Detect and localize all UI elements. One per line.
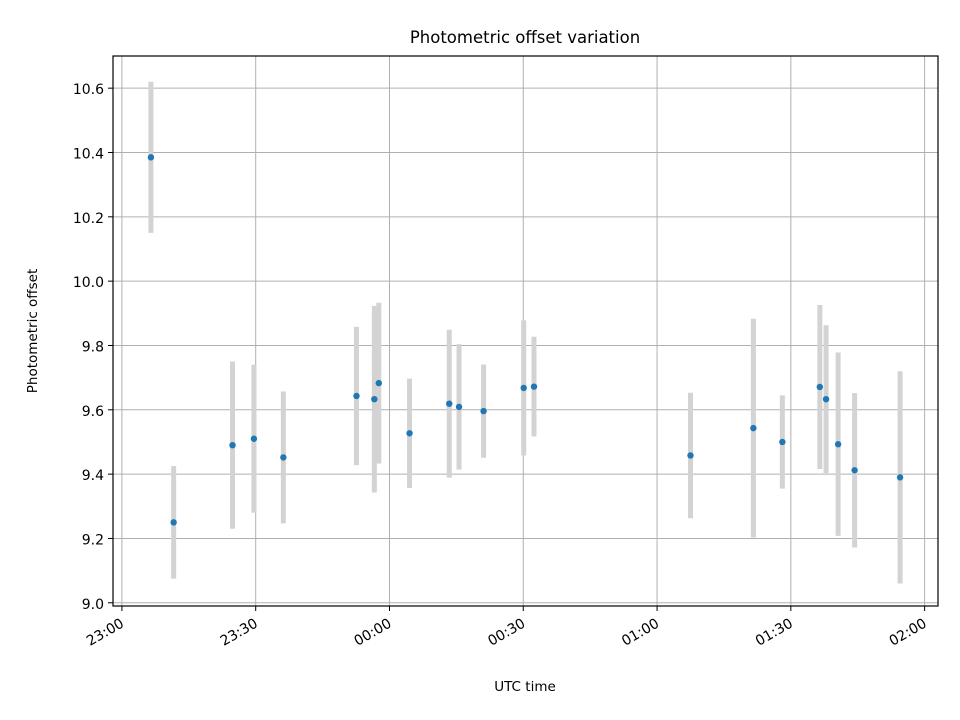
data-points [147, 154, 904, 526]
data-point [779, 438, 786, 446]
data-point [834, 441, 842, 448]
data-point [455, 403, 463, 411]
data-point [896, 474, 904, 481]
x-axis-label: UTC time [494, 679, 556, 695]
data-point [750, 424, 757, 432]
y-tick-label: 9.0 [82, 597, 104, 613]
y-tick-label: 10.2 [73, 211, 104, 227]
data-point [170, 519, 177, 526]
data-point [406, 430, 413, 437]
data-point [520, 384, 527, 392]
data-point [822, 395, 830, 403]
y-axis-label: Photometric offset [25, 269, 41, 393]
y-axis: 9.0 9.2 9.4 9.6 9.8 10.0 10.2 10.4 10.6 [73, 82, 113, 613]
plot-frame [112, 55, 939, 607]
y-tick-label: 10.4 [73, 146, 104, 162]
data-point [446, 400, 453, 407]
data-point [530, 383, 538, 390]
data-point [851, 467, 858, 474]
y-tick-label: 9.4 [82, 468, 104, 484]
data-point [816, 383, 824, 391]
chart-title: Photometric offset variation [410, 28, 640, 47]
data-point [687, 452, 694, 459]
y-tick-label: 10.6 [73, 82, 104, 98]
data-point [229, 441, 236, 449]
data-point [147, 154, 155, 161]
data-point [353, 392, 360, 400]
y-tick-label: 9.8 [82, 339, 104, 355]
y-tick-label: 9.2 [82, 532, 104, 548]
data-point [375, 379, 382, 387]
y-tick-label: 10.0 [73, 275, 104, 291]
y-tick-label: 9.6 [82, 404, 104, 420]
data-point [250, 435, 258, 442]
data-point [480, 407, 487, 415]
data-point [371, 395, 378, 403]
data-point [280, 454, 287, 461]
